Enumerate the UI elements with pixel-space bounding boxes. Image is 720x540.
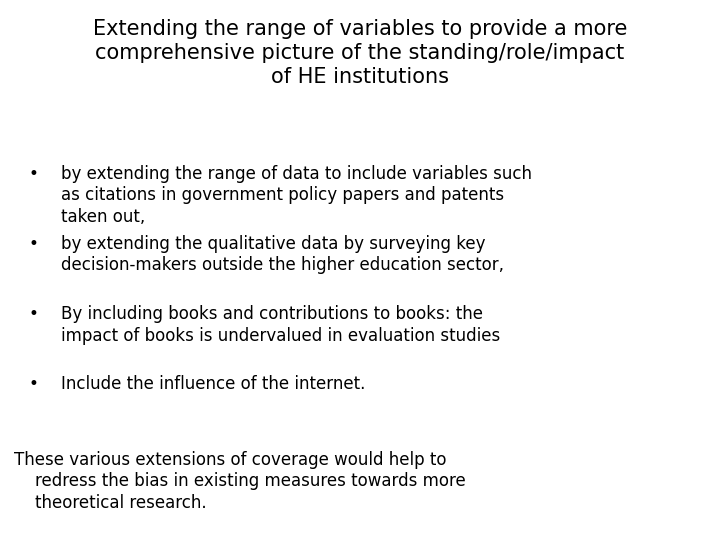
Text: by extending the qualitative data by surveying key
decision-makers outside the h: by extending the qualitative data by sur…: [61, 235, 504, 274]
Text: Extending the range of variables to provide a more
comprehensive picture of the : Extending the range of variables to prov…: [93, 19, 627, 87]
Text: By including books and contributions to books: the
impact of books is undervalue: By including books and contributions to …: [61, 305, 500, 345]
Text: Include the influence of the internet.: Include the influence of the internet.: [61, 375, 366, 393]
Text: These various extensions of coverage would help to
    redress the bias in exist: These various extensions of coverage wou…: [14, 451, 466, 512]
Text: •: •: [29, 305, 39, 323]
Text: •: •: [29, 375, 39, 393]
Text: •: •: [29, 165, 39, 183]
Text: by extending the range of data to include variables such
as citations in governm: by extending the range of data to includ…: [61, 165, 532, 226]
Text: •: •: [29, 235, 39, 253]
